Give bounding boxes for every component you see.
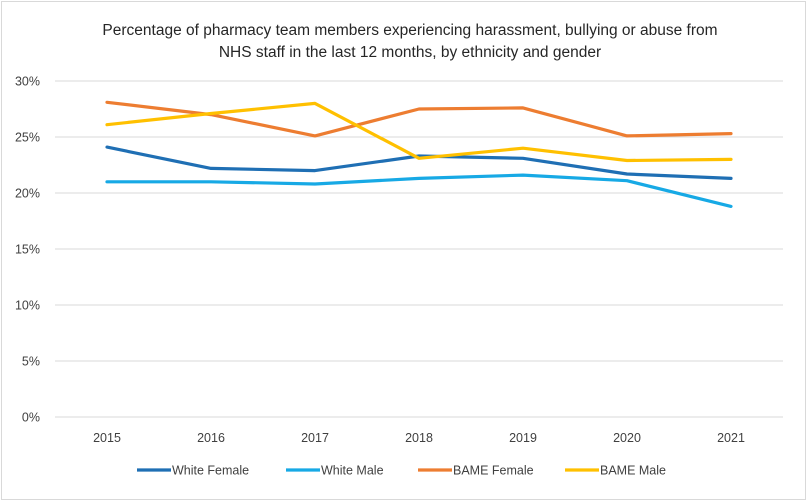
x-tick-label-2020: 2020 [613, 431, 641, 445]
chart-title-line-1: Percentage of pharmacy team members expe… [102, 22, 718, 39]
chart-title-line-2: NHS staff in the last 12 months, by ethn… [218, 44, 602, 61]
y-tick-label-15: 15% [15, 243, 40, 257]
chart-title: Percentage of pharmacy team members expe… [60, 20, 760, 64]
y-tick-label-25: 25% [15, 131, 40, 145]
gridlines [55, 80, 783, 418]
x-axis-tick-labels: 2015 2016 2017 2018 2019 2020 2021 [93, 431, 745, 445]
legend: White Female White Male BAME Female BAME Ma… [137, 464, 666, 478]
series-line-bame-female [105, 100, 733, 138]
y-axis-tick-labels: 0% 5% 10% 15% 20% 25% 30% [15, 75, 40, 425]
x-tick-label-2019: 2019 [509, 431, 537, 445]
x-tick-label-2015: 2015 [93, 431, 121, 445]
y-tick-label-5: 5% [22, 355, 40, 369]
y-tick-label-30: 30% [15, 75, 40, 89]
x-tick-label-2021: 2021 [717, 431, 745, 445]
legend-label-bame-female: BAME Female [453, 464, 534, 478]
x-tick-label-2017: 2017 [301, 431, 329, 445]
legend-label-bame-male: BAME Male [600, 464, 666, 478]
series-line-white-female [105, 145, 733, 180]
series-line-white-male [105, 173, 733, 208]
series-line-bame-male [105, 101, 733, 163]
legend-label-white-male: White Male [321, 464, 384, 478]
y-tick-label-10: 10% [15, 299, 40, 313]
y-tick-label-0: 0% [22, 411, 40, 425]
x-tick-label-2016: 2016 [197, 431, 225, 445]
series-lines [105, 100, 733, 208]
y-tick-label-20: 20% [15, 187, 40, 201]
legend-label-white-female: White Female [172, 464, 249, 478]
x-tick-label-2018: 2018 [405, 431, 433, 445]
